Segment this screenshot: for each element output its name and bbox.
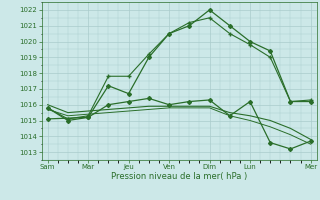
X-axis label: Pression niveau de la mer( hPa ): Pression niveau de la mer( hPa ) [111, 172, 247, 181]
